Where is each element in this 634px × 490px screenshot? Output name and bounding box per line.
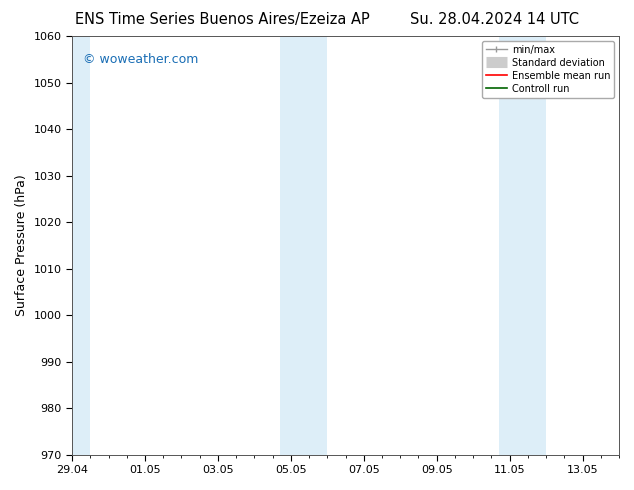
Legend: min/max, Standard deviation, Ensemble mean run, Controll run: min/max, Standard deviation, Ensemble me… (482, 41, 614, 98)
Bar (499, 36, 521, 455)
Bar (302, 36, 327, 455)
Bar (521, 36, 546, 455)
Bar (280, 36, 302, 455)
Bar (68, 36, 90, 455)
Text: © woweather.com: © woweather.com (83, 53, 198, 66)
Text: Su. 28.04.2024 14 UTC: Su. 28.04.2024 14 UTC (410, 12, 579, 27)
Y-axis label: Surface Pressure (hPa): Surface Pressure (hPa) (15, 174, 28, 316)
Text: ENS Time Series Buenos Aires/Ezeiza AP: ENS Time Series Buenos Aires/Ezeiza AP (75, 12, 369, 27)
